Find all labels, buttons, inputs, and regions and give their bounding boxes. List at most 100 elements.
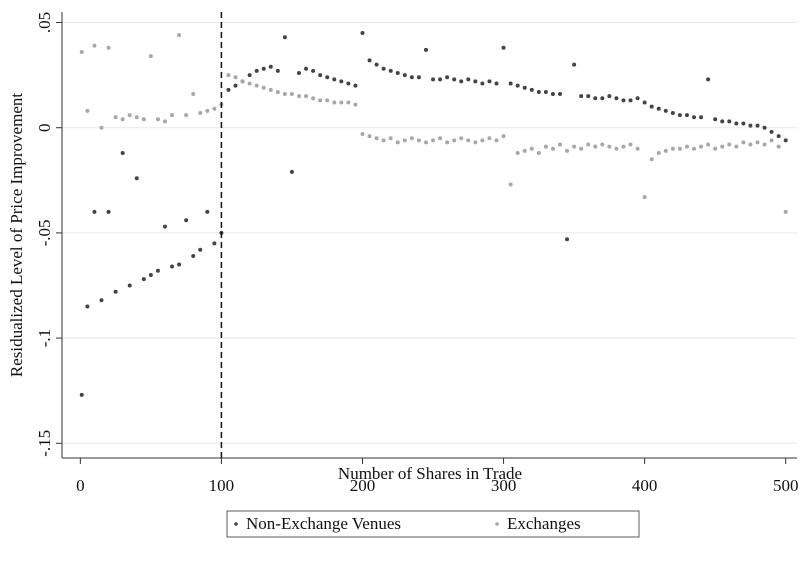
point [402,73,407,78]
legend-marker [234,522,238,526]
point [501,45,506,50]
point [445,140,450,145]
point [649,157,654,162]
point [706,77,711,82]
point [642,195,647,200]
point [748,142,753,147]
point [275,68,280,73]
point [254,68,259,73]
point [522,148,527,153]
point [734,121,739,126]
point [423,47,428,52]
point [332,77,337,82]
point [170,264,175,269]
point [353,102,358,107]
point [332,100,337,105]
point [184,218,189,223]
point [699,115,704,120]
point [741,140,746,145]
point [621,144,626,149]
point [198,247,203,252]
point [586,94,591,99]
point [586,142,591,147]
point [409,136,414,141]
point [367,58,372,63]
point [557,92,562,97]
point [353,83,358,88]
point [529,87,534,92]
point [113,115,118,120]
point [734,144,739,149]
point [120,150,125,155]
point [579,146,584,151]
point [600,142,605,147]
point [593,96,598,101]
legend-box [226,510,640,538]
point [431,138,436,143]
point [452,77,457,82]
point [106,45,111,50]
point [289,169,294,174]
point [755,140,760,145]
point [254,83,259,88]
point [134,176,139,181]
point [402,138,407,143]
point [92,209,97,214]
x-axis-title: Number of Shares in Trade [338,464,522,483]
x-tick-label: 0 [76,476,85,495]
point [120,117,125,122]
point [438,77,443,82]
x-tick-label: 400 [632,476,658,495]
point [515,150,520,155]
point [572,144,577,149]
point [127,283,132,288]
point [127,113,132,118]
point [85,304,90,309]
point [282,92,287,97]
point [438,136,443,141]
point [536,89,541,94]
point [212,106,217,111]
point [170,113,175,118]
point [177,262,182,267]
point [508,81,513,86]
point [339,79,344,84]
point [191,92,196,97]
point [141,277,146,282]
point [162,119,167,124]
point [374,136,379,141]
point [226,73,231,78]
point [607,144,612,149]
point [388,68,393,73]
point [515,83,520,88]
point [649,104,654,109]
y-tick-label: -.15 [35,430,54,457]
point [99,298,104,303]
x-tick-label: 100 [209,476,235,495]
point [268,64,273,69]
point [162,224,167,229]
point [677,146,682,151]
point [565,148,570,153]
point [416,75,421,80]
point [388,136,393,141]
point [289,92,294,97]
point [381,138,386,143]
point [381,66,386,71]
point [692,146,697,151]
legend-label: Exchanges [507,514,581,533]
point [304,66,309,71]
y-tick-label: .05 [35,12,54,33]
point [339,100,344,105]
point [247,81,252,86]
point [550,92,555,97]
point [572,62,577,67]
point [226,87,231,92]
point [776,134,781,139]
point [677,113,682,118]
point [621,98,626,103]
point [593,144,598,149]
point [459,79,464,84]
point [431,77,436,82]
